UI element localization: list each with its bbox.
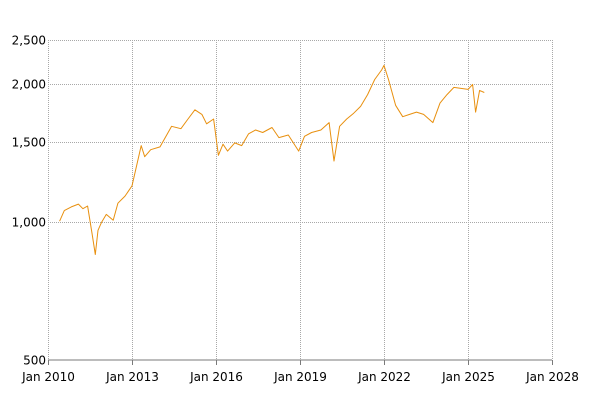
x-tick-label: Jan 2025 (441, 370, 495, 384)
y-tick-label: 2,500 (12, 34, 46, 48)
grid-layer (48, 40, 553, 360)
x-tick-label: Jan 2016 (189, 370, 243, 384)
y-tick-label: 1,000 (12, 216, 46, 230)
y-tick-label: 2,000 (12, 78, 46, 92)
y-tick-label: 1,500 (12, 136, 46, 150)
y-tick-label: 500 (23, 354, 46, 368)
series-line (59, 64, 485, 255)
x-tick-label: Jan 2010 (21, 370, 75, 384)
x-tick-label: Jan 2019 (273, 370, 327, 384)
tick-layer: 500 1,000 1,500 2,000 2,500 Jan 2010 Jan 2013 J… (12, 34, 579, 385)
x-tick-label: Jan 2022 (357, 370, 411, 384)
x-tick-label: Jan 2013 (105, 370, 159, 384)
x-tick-label: Jan 2028 (525, 370, 579, 384)
